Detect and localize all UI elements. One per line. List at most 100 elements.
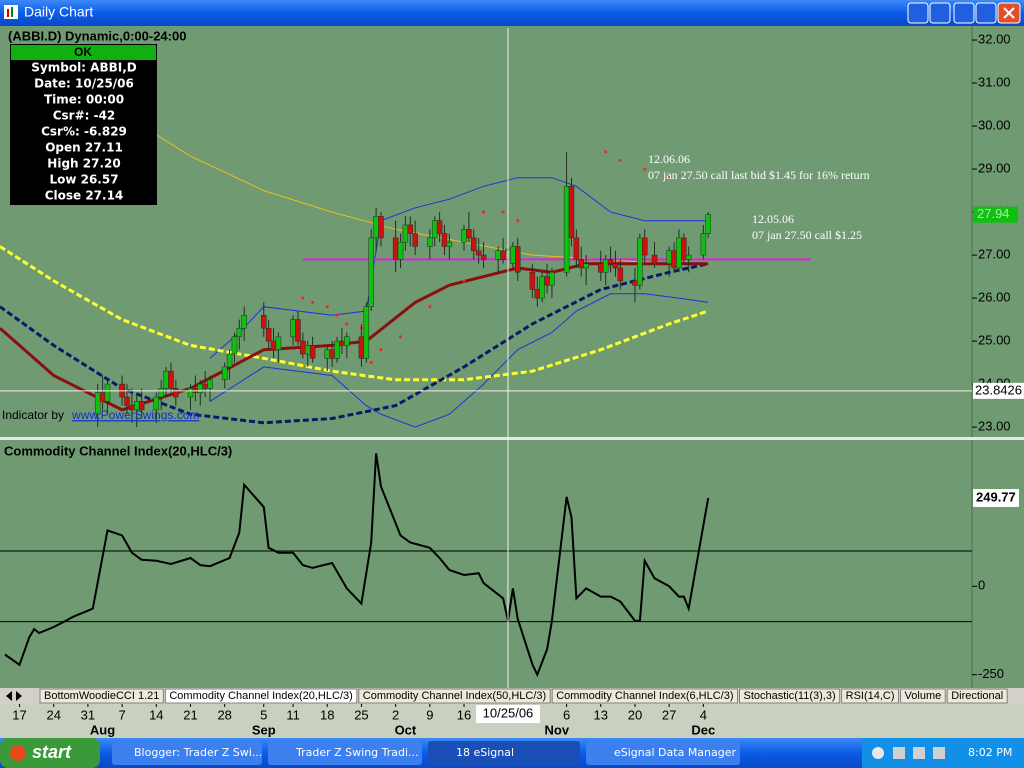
candle-body (104, 383, 111, 402)
credit-text: Indicator by (2, 408, 64, 422)
tab[interactable] (551, 688, 739, 704)
price-plot (0, 69, 972, 428)
candle-body (471, 237, 477, 252)
candle-body (236, 327, 243, 338)
tray-icon[interactable] (933, 747, 945, 759)
tab-label: Stochastic(11(3),3) (744, 690, 836, 702)
task-button[interactable] (428, 741, 580, 765)
sar-dot (399, 335, 403, 339)
candle-body (510, 246, 516, 264)
tab[interactable] (946, 688, 1008, 704)
candle-body (187, 388, 194, 398)
candle-body (173, 388, 179, 398)
candle-body (495, 250, 501, 260)
candle-body (568, 186, 575, 239)
candle-body (202, 383, 208, 389)
candle-body (466, 229, 472, 239)
tab[interactable] (39, 688, 164, 704)
tray-icon[interactable] (872, 747, 884, 759)
task-label: Blogger: Trader Z Swi... (134, 746, 262, 759)
overlay-line (209, 177, 709, 359)
candle-body (632, 280, 638, 286)
toolbar-button[interactable] (929, 2, 951, 24)
x-tick-label: 20 (628, 707, 642, 722)
candle-body (607, 259, 614, 264)
month-label: Dec (691, 722, 715, 737)
candle-body (641, 237, 648, 256)
tray-icon[interactable] (893, 747, 905, 759)
restore-button[interactable] (975, 2, 997, 24)
start-logo (10, 745, 26, 761)
task-button[interactable] (112, 741, 262, 765)
tab-label: RSI(14,C) (846, 690, 895, 702)
crosshair-date-label: 10/25/06 (483, 705, 534, 720)
y-tick-label: -250 (978, 666, 1004, 681)
candle-body (578, 259, 584, 269)
candle-body (617, 267, 624, 282)
candle-body (163, 370, 169, 389)
task-button[interactable] (586, 741, 740, 765)
candle-body (681, 237, 687, 260)
candle-body (407, 224, 414, 234)
info-status: OK (74, 45, 92, 59)
y-tick-label: 32.00 (978, 31, 1011, 46)
chart-background (0, 26, 1024, 688)
x-tick-label: 21 (183, 707, 197, 722)
x-tick-label: 24 (46, 707, 60, 722)
help-button[interactable] (907, 2, 929, 24)
cci-line (4, 453, 710, 678)
x-tick-label: 5 (260, 707, 267, 722)
info-row: Time: 00:00 (44, 93, 124, 107)
y-tick-label: 27.00 (978, 247, 1011, 262)
annotation: 07 jan 27.50 call last bid $1.45 for 16%… (648, 168, 870, 182)
overlay-line (0, 245, 709, 382)
candle-body (480, 254, 487, 260)
candle-body (700, 233, 707, 256)
candle-body (324, 349, 331, 359)
candle-body (329, 349, 335, 359)
info-box (10, 44, 157, 205)
info-row: Date: 10/25/06 (34, 77, 134, 91)
y-tick-label: 0 (978, 578, 985, 593)
credit-link[interactable]: www.PowerSwings.com (71, 408, 199, 422)
x-tick-label: 17 (12, 707, 26, 722)
tab[interactable] (164, 688, 358, 704)
task-button[interactable] (268, 741, 422, 765)
x-tick-label: 16 (457, 707, 471, 722)
axes: 23.0024.0025.0026.0027.0028.0029.0030.00… (507, 28, 1024, 688)
candle-body (309, 345, 316, 359)
tab[interactable] (358, 688, 551, 704)
x-tick-label: 28 (217, 707, 231, 722)
tab[interactable] (841, 688, 900, 704)
sar-dot (618, 158, 622, 162)
month-label: Aug (90, 722, 115, 737)
minimize-button[interactable] (953, 2, 975, 24)
sar-dot (604, 150, 608, 154)
start-button[interactable] (0, 738, 100, 768)
close-icon (1003, 7, 1015, 19)
task-label: eSignal Data Manager (614, 746, 737, 759)
candle-body (666, 250, 672, 264)
tray-icon[interactable] (913, 747, 925, 759)
cci-title: Commodity Channel Index(20,HLC/3) (4, 443, 232, 458)
tab[interactable] (739, 688, 841, 704)
candle-body (94, 392, 101, 415)
start-label: start (32, 742, 72, 762)
candle-body (637, 237, 643, 286)
x-tick-label: 6 (563, 707, 570, 722)
tab[interactable] (900, 688, 946, 704)
current-value-label: 249.77 (976, 489, 1016, 504)
info-row: Symbol: ABBI,D (31, 61, 136, 75)
candle-body (265, 327, 272, 342)
candle-body (573, 237, 580, 260)
icon-bar (7, 9, 9, 17)
candle-body (705, 214, 711, 234)
candle-body (261, 315, 267, 329)
candle-body (300, 340, 306, 355)
x-axis: 17 24 31 7 14 21 28 5 11 18 25 2 9 16 6 13 20 27 4 Aug Sep Oc… (12, 704, 715, 737)
candle-body (153, 396, 160, 411)
x-tick-label: 14 (149, 707, 163, 722)
sar-dot (345, 322, 349, 326)
candle-body (544, 276, 550, 286)
